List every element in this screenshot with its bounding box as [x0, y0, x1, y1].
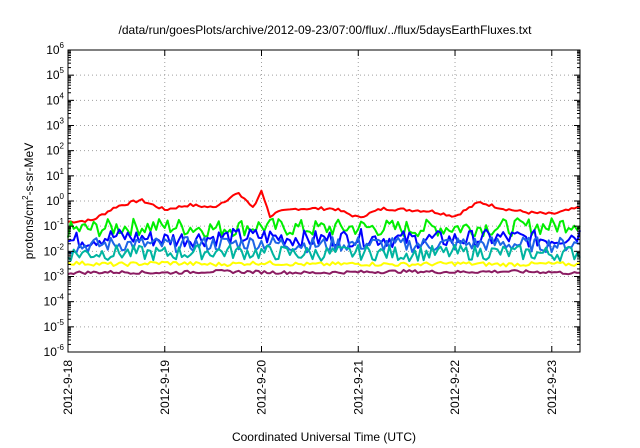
x-tick-label: 2012-9-18: [61, 360, 75, 415]
series-line: [67, 260, 581, 268]
y-axis-label-post: -s-sr-MeV: [22, 143, 36, 196]
x-tick-label: 2012-9-19: [158, 360, 172, 415]
y-axis-label: protons/cm2-s-sr-MeV: [21, 143, 36, 259]
y-tick-label: 104: [46, 91, 64, 107]
y-tick-label: 102: [46, 142, 64, 158]
series-line: [67, 217, 581, 238]
series-line: [67, 244, 581, 263]
y-axis-ticks: 10-6 10-5 10-4 10-3 10-2 10-1 100 101 102 103 104 1…: [44, 41, 580, 359]
x-tick-label: 2012-9-21: [351, 360, 365, 415]
x-axis-label: Coordinated Universal Time (UTC): [232, 430, 416, 444]
y-tick-label: 10-6: [44, 343, 65, 359]
x-axis-ticks: 2012-9-18 2012-9-19 2012-9-20 2012-9-21 2012…: [61, 50, 559, 415]
plot-frame: [67, 49, 581, 353]
series-line: [67, 227, 581, 249]
x-tick-label: 2012-9-20: [255, 360, 269, 415]
series-line: [67, 268, 581, 276]
y-tick-label: 105: [46, 66, 64, 82]
y-tick-label: 100: [46, 192, 64, 208]
series-line: [67, 236, 581, 255]
grid-lines: [68, 50, 580, 352]
y-tick-label: 101: [46, 167, 64, 183]
y-tick-label: 10-5: [44, 318, 65, 334]
y-axis-label-pre: protons/cm: [22, 200, 36, 259]
chart-title: /data/run/goesPlots/archive/2012-09-23/0…: [119, 23, 533, 37]
y-tick-label: 10-3: [44, 268, 65, 284]
y-tick-label: 103: [46, 117, 64, 133]
y-tick-label: 10-4: [44, 293, 65, 309]
y-tick-label: 10-2: [44, 242, 65, 258]
data-series: [67, 189, 581, 276]
x-tick-label: 2012-9-22: [448, 360, 462, 415]
series-line: [67, 189, 581, 224]
y-tick-label: 106: [46, 41, 64, 57]
y-tick-label: 10-1: [44, 217, 65, 233]
x-tick-label: 2012-9-23: [545, 360, 559, 415]
y-axis-label-sup: 2: [21, 195, 30, 200]
